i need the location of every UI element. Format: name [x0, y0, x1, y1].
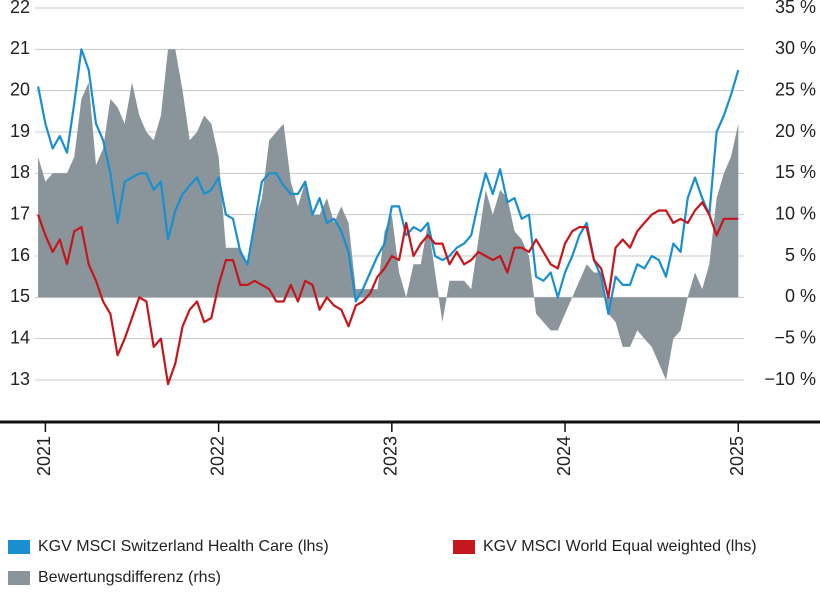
y-tick-label: 21 [10, 38, 30, 58]
area [38, 49, 739, 381]
y2-tick-label: 10 % [775, 203, 816, 223]
x-tick-label: 2022 [207, 436, 227, 476]
legend-label: Bewertungsdifferenz (rhs) [38, 569, 221, 586]
line [37, 48, 740, 315]
y-tick-label: 13 [10, 369, 30, 389]
x-tick-label: 2021 [34, 436, 54, 476]
y2-tick-label: 0 % [785, 286, 816, 306]
y-tick-label: 22 [10, 0, 30, 17]
legend-label: KGV MSCI World Equal weighted (lhs) [483, 538, 757, 555]
y-tick-label: 17 [10, 203, 30, 223]
y2-tick-label: 30 % [775, 38, 816, 58]
x-tick-label: 2025 [727, 436, 747, 476]
line [37, 201, 739, 386]
y-tick-label: 18 [10, 162, 30, 182]
legend-swatch [8, 540, 30, 554]
y2-tick-label: 15 % [775, 162, 816, 182]
y-tick-label: 19 [10, 121, 30, 141]
y-tick-label: 14 [10, 327, 30, 347]
y-tick-label: 16 [10, 245, 30, 265]
legend-swatch [8, 571, 30, 585]
y2-tick-label: −5 % [774, 327, 816, 347]
legend-swatch [453, 540, 475, 554]
y-tick-label: 15 [10, 286, 30, 306]
y2-tick-label: 25 % [775, 79, 816, 99]
y2-tick-label: 5 % [785, 245, 816, 265]
y2-tick-label: 20 % [775, 121, 816, 141]
y2-tick-label: −10 % [764, 369, 816, 389]
x-tick-label: 2023 [381, 436, 401, 476]
legend-label: KGV MSCI Switzerland Health Care (lhs) [38, 538, 329, 555]
y2-tick-label: 35 % [775, 0, 816, 17]
y-tick-label: 20 [10, 79, 30, 99]
x-tick-label: 2024 [554, 436, 574, 476]
